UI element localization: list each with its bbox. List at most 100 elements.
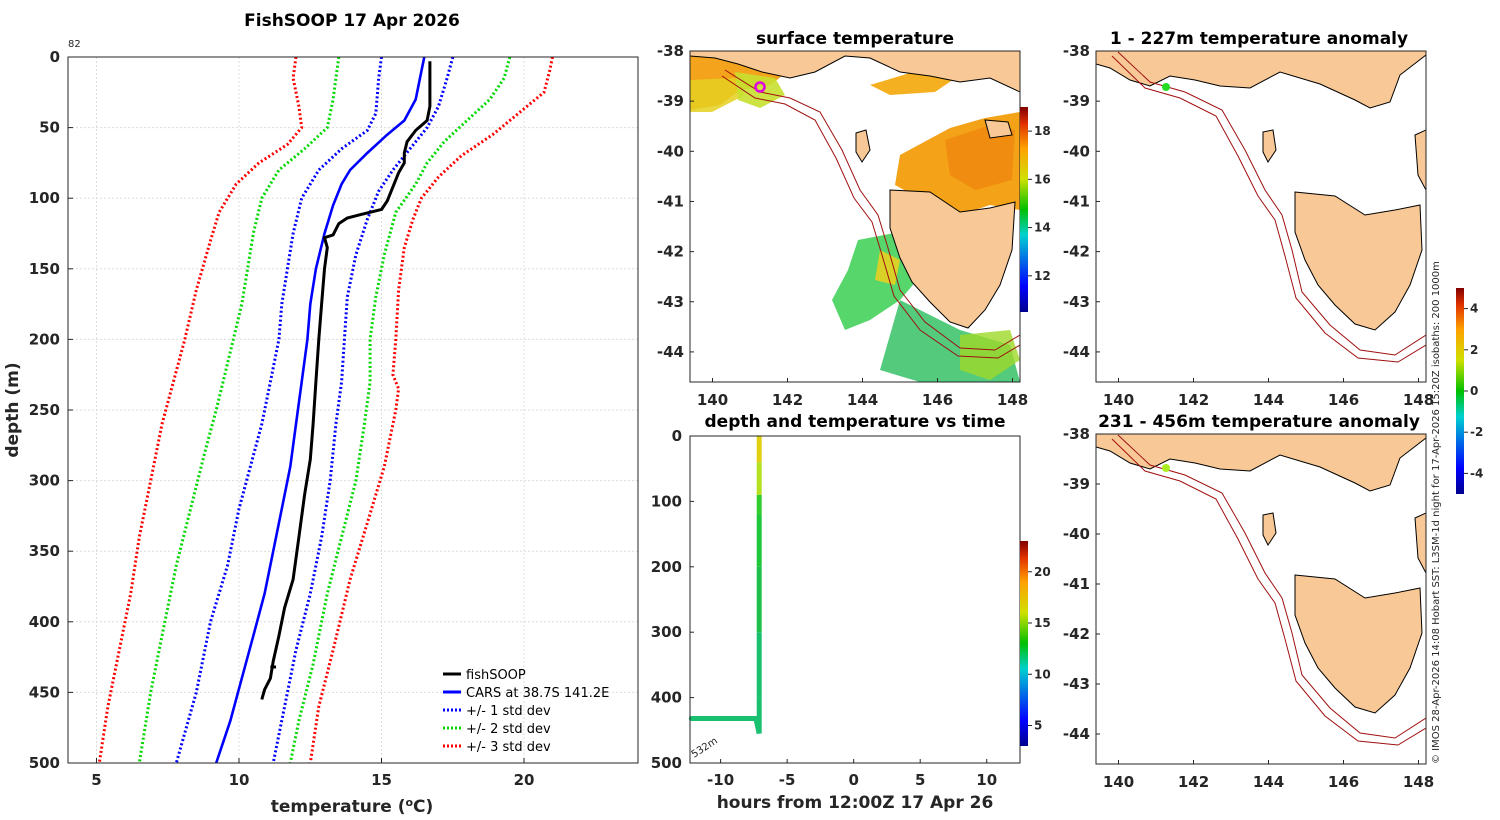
anomaly-cb-tick--2: -2 <box>1470 425 1483 439</box>
legend-2std: +/- 2 std dev <box>466 722 551 737</box>
anomaly-cb-tick-0: 0 <box>1470 384 1478 398</box>
profile-ytick-500: 500 <box>29 754 60 772</box>
profile-panel: FishSOOP 17 Apr 2026 82 5 10 15 20050100150… <box>3 11 639 818</box>
anomaly-lower-ytick--44: -44 <box>1063 725 1090 743</box>
anomaly-map-upper-panel: 1 - 227m temperature anomaly 140 142 144 14… <box>1063 29 1434 409</box>
sst-xtick-148: 148 <box>997 391 1028 409</box>
anomaly-lower-ytick--38: -38 <box>1063 425 1090 443</box>
anomaly-upper-frame <box>1095 50 1427 383</box>
profile-corner-label: 82 <box>68 39 81 50</box>
dvt-title: depth and temperature vs time <box>705 412 1006 432</box>
dvt-xtick-10: 10 <box>976 771 997 789</box>
legend-fishsoop: fishSOOP <box>466 668 526 683</box>
profile-ytick-400: 400 <box>29 613 60 631</box>
anomaly-colorbar-ticks: 4 2 0 -2 -4 <box>1464 302 1483 480</box>
sst-colorbar-ticks: 12 14 16 18 <box>1028 124 1051 283</box>
anomaly-lower-ticks: 140 142 144 146 148 -38 -39 -40 -41 -42 -43 -44 <box>1063 425 1434 791</box>
anomaly-upper-title: 1 - 227m temperature anomaly <box>1110 29 1408 49</box>
legend-3std: +/- 3 std dev <box>466 740 551 755</box>
profile-series--2-std-dev <box>288 56 512 764</box>
profile-ylabel: depth (m) <box>3 362 23 457</box>
sst-xtick-140: 140 <box>697 391 728 409</box>
profile-ytick-100: 100 <box>29 189 60 207</box>
sst-map-panel: surface temperature <box>657 29 1051 409</box>
sst-ytick--39: -39 <box>657 92 684 110</box>
profile-series--1-std-dev <box>271 56 455 764</box>
sst-isobath-1000 <box>721 75 1020 359</box>
anomaly-upper-xtick-146: 146 <box>1328 391 1359 409</box>
profile-series--3-std-dev-low <box>97 56 304 764</box>
sst-ytick--41: -41 <box>657 192 684 210</box>
profile-ytick-350: 350 <box>29 542 60 560</box>
anomaly-lower-xtick-142: 142 <box>1178 773 1209 791</box>
profile-series <box>97 56 554 764</box>
profile-xlabel: temperature (oC) <box>271 796 434 818</box>
dvt-xtick--5: -5 <box>779 771 796 789</box>
dvt-cb-tick-20: 20 <box>1034 565 1051 579</box>
anomaly-upper-ticks: 140 142 144 146 148 -38 -39 -40 -41 -42 -43 -44 <box>1063 42 1434 409</box>
sst-cb-tick-16: 16 <box>1034 172 1051 186</box>
anomaly-upper-isobath-200 <box>1117 51 1426 356</box>
anomaly-lower-ytick--41: -41 <box>1063 575 1090 593</box>
legend-1std: +/- 1 std dev <box>466 704 551 719</box>
profile-ytick-0: 0 <box>50 48 60 66</box>
dvt-colorbar-ticks: 5 10 15 20 <box>1028 565 1051 733</box>
sst-ticks: 140 142 144 146 148 -38 -39 -40 -41 -42 -43 -44 <box>657 42 1028 409</box>
sst-colorbar <box>1020 107 1028 312</box>
profile-legend: fishSOOP CARS at 38.7S 141.2E +/- 1 std … <box>443 668 609 755</box>
profile-ytick-250: 250 <box>29 401 60 419</box>
profile-grid <box>68 56 638 764</box>
profile-xtick-5: 5 <box>91 771 101 789</box>
anomaly-upper-xtick-144: 144 <box>1253 391 1284 409</box>
profile-series-cars-at-38-7s-141-2e <box>214 56 426 764</box>
anomaly-lower-xtick-140: 140 <box>1103 773 1134 791</box>
profile-title: FishSOOP 17 Apr 2026 <box>244 11 460 31</box>
profile-ytick-150: 150 <box>29 260 60 278</box>
sst-ytick--40: -40 <box>657 142 684 160</box>
dvt-track <box>688 436 762 735</box>
anomaly-lower-xtick-148: 148 <box>1403 773 1434 791</box>
anomaly-cb-tick-4: 4 <box>1470 302 1478 316</box>
dvt-descent-segment <box>753 717 762 735</box>
sst-land <box>690 51 1020 329</box>
profile-series-fishsoop <box>260 61 432 700</box>
depth-time-panel: depth and temperature vs time -10 -5 0 5 100… <box>651 412 1051 813</box>
profile-series--2-std-dev-low <box>137 56 341 764</box>
anomaly-upper-content <box>1096 51 1426 363</box>
anomaly-lower-station-marker <box>1162 464 1170 472</box>
sst-ytick--43: -43 <box>657 293 684 311</box>
anomaly-upper-xtick-148: 148 <box>1403 391 1434 409</box>
sst-ytick--44: -44 <box>657 343 684 361</box>
anomaly-lower-isobath-1000 <box>1111 438 1426 746</box>
anomaly-upper-ytick--44: -44 <box>1063 343 1090 361</box>
anomaly-upper-mainland <box>1096 51 1426 109</box>
profile-xtick-15: 15 <box>371 771 392 789</box>
anomaly-lower-frame <box>1095 433 1427 765</box>
anomaly-lower-ytick--42: -42 <box>1063 625 1090 643</box>
dvt-ytick-100: 100 <box>651 492 682 510</box>
anomaly-upper-ytick--42: -42 <box>1063 243 1090 261</box>
dvt-ytick-500: 500 <box>651 754 682 772</box>
sst-title: surface temperature <box>756 29 954 49</box>
dvt-ytick-0: 0 <box>672 427 682 445</box>
profile-ytick-300: 300 <box>29 472 60 490</box>
sst-ytick--42: -42 <box>657 243 684 261</box>
anomaly-cb-tick-2: 2 <box>1470 343 1478 357</box>
dvt-cb-tick-5: 5 <box>1034 719 1042 733</box>
anomaly-cb-tick--4: -4 <box>1470 466 1483 480</box>
dvt-ytick-200: 200 <box>651 558 682 576</box>
side-credit: © IMOS 28-Apr-2026 14:08 Hobart SST: L3S… <box>1431 261 1442 764</box>
legend-cars: CARS at 38.7S 141.2E <box>466 686 609 701</box>
anomaly-lower-xtick-146: 146 <box>1328 773 1359 791</box>
anomaly-lower-content <box>1096 434 1426 746</box>
anomaly-upper-ytick--38: -38 <box>1063 42 1090 60</box>
anomaly-map-lower-panel: 231 - 456m temperature anomaly 140 142 144… <box>1063 288 1483 791</box>
dvt-ytick-300: 300 <box>651 623 682 641</box>
dvt-background <box>690 436 1020 763</box>
anomaly-upper-east-coast <box>1414 129 1426 191</box>
anomaly-lower-island <box>1262 512 1277 546</box>
anomaly-upper-ytick--40: -40 <box>1063 142 1090 160</box>
anomaly-colorbar <box>1456 288 1464 494</box>
anomaly-lower-mainland <box>1096 434 1426 492</box>
